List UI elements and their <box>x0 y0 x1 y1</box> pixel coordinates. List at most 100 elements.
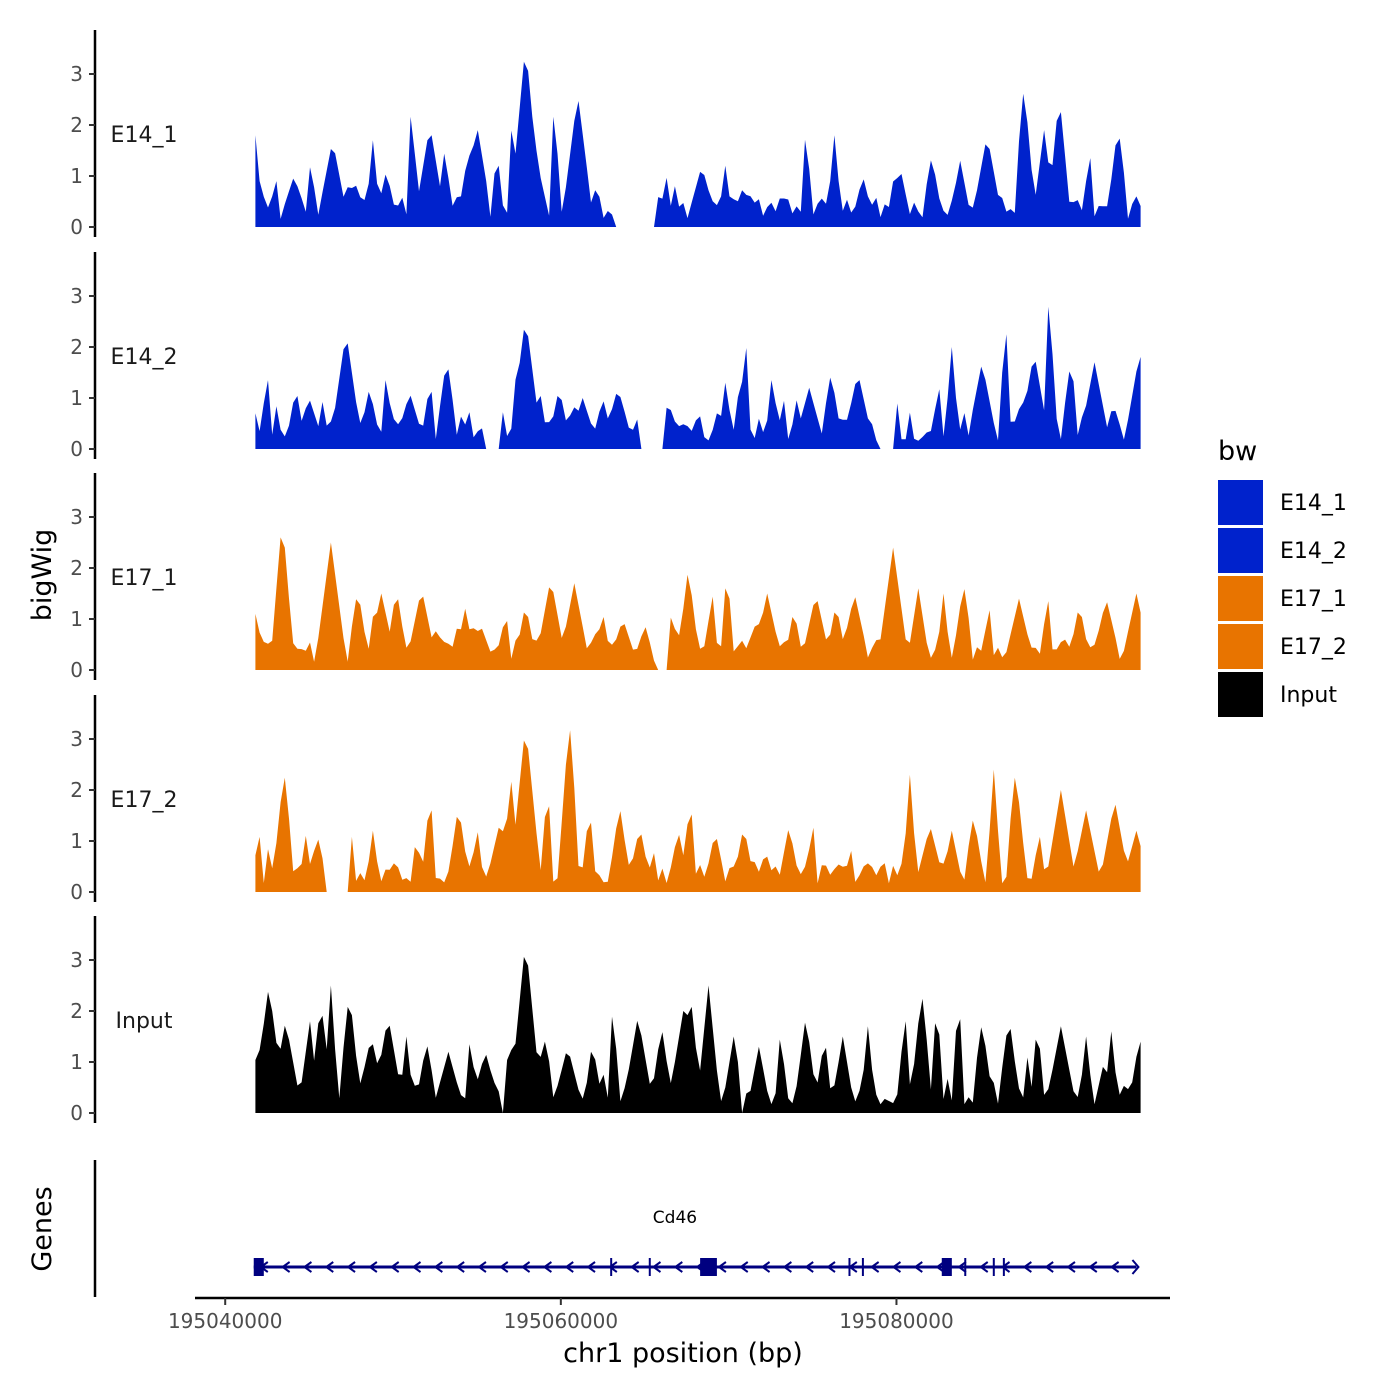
y-tick-label: 0 <box>70 437 83 461</box>
strand-arrow <box>957 1261 967 1273</box>
legend-swatch <box>1218 480 1263 525</box>
strand-arrow <box>608 1261 618 1273</box>
genes-track-label: Genes <box>27 1186 58 1271</box>
strand-arrow <box>455 1261 465 1273</box>
gene-track: Genes Cd46 <box>27 1160 1140 1297</box>
y-tick-label: 3 <box>70 948 83 972</box>
y-axis-title: bigWig <box>27 529 58 622</box>
y-tick-label: 3 <box>70 62 83 86</box>
y-tick-label: 2 <box>70 999 83 1023</box>
strand-arrow <box>804 1261 814 1273</box>
legend-swatch <box>1218 576 1263 621</box>
signal-area-E14_2 <box>255 306 1141 449</box>
gene-end-marker <box>1131 1259 1140 1275</box>
y-tick-label: 1 <box>70 1050 83 1074</box>
y-tick-label: 0 <box>70 880 83 904</box>
strand-arrow <box>368 1261 378 1273</box>
strand-arrow <box>1022 1261 1032 1273</box>
x-ticks: 195040000 195060000 195080000 <box>168 1298 954 1333</box>
x-axis: 195040000 195060000 195080000 chr1 positio… <box>168 1296 1170 1369</box>
track-E14_2: 0 1 2 3 E14_2 <box>70 252 1141 461</box>
strand-arrow <box>826 1261 836 1273</box>
gene-model <box>253 1258 1140 1276</box>
y-tick-label: 1 <box>70 386 83 410</box>
strand-arrow <box>629 1261 640 1273</box>
y-tick-label: 3 <box>70 505 83 529</box>
exon-block <box>253 1258 264 1276</box>
strand-arrow <box>1088 1261 1098 1273</box>
track-label-E14_2: E14_2 <box>111 345 178 370</box>
strand-arrow <box>1066 1261 1076 1273</box>
legend-label: E17_2 <box>1280 635 1347 660</box>
strand-arrow <box>542 1261 552 1273</box>
legend-item-E17_2: E17_2 <box>1218 624 1347 669</box>
track-Input: 0 1 2 3 Input <box>70 916 1141 1125</box>
x-axis-title: chr1 position (bp) <box>563 1338 803 1369</box>
strand-arrow <box>739 1261 749 1273</box>
legend: bw E14_1 E14_2 E17_1 E17_2 Input <box>1218 436 1347 717</box>
y-tick-label: 0 <box>70 215 83 239</box>
y-tick-label: 0 <box>70 1101 83 1125</box>
legend-item-E14_2: E14_2 <box>1218 528 1347 573</box>
x-tick-label: 195040000 <box>168 1309 283 1333</box>
signal-tracks: 0 1 2 3 E14_1 0 1 2 3 E14_2 0 1 2 3 E17_1 0 1 2 3 E17_2 0 1 2 3… <box>70 30 1141 1125</box>
legend-label: E14_1 <box>1280 491 1347 516</box>
strand-arrow <box>389 1261 400 1273</box>
y-tick-label: 2 <box>70 113 83 137</box>
strand-arrow <box>477 1261 487 1273</box>
strand-arrow <box>586 1261 596 1273</box>
legend-swatch <box>1218 624 1263 669</box>
strand-arrow <box>1109 1261 1120 1273</box>
strand-arrow <box>891 1261 902 1273</box>
y-tick-label: 3 <box>70 727 83 751</box>
signal-area-Input <box>255 956 1141 1113</box>
signal-area-E17_2 <box>255 730 1141 892</box>
legend-item-E17_1: E17_1 <box>1218 576 1347 621</box>
legend-label: E14_2 <box>1280 539 1347 564</box>
strand-arrow <box>913 1261 923 1273</box>
strand-arrow <box>302 1261 313 1273</box>
legend-swatch <box>1218 672 1263 717</box>
strand-arrow <box>1000 1261 1011 1273</box>
track-label-E17_1: E17_1 <box>111 566 178 591</box>
strand-arrow <box>979 1261 989 1273</box>
legend-item-Input: Input <box>1218 672 1337 717</box>
signal-area-E14_1 <box>255 61 1141 227</box>
strand-arrow <box>280 1261 291 1273</box>
y-tick-label: 1 <box>70 829 83 853</box>
legend-title: bw <box>1218 436 1257 467</box>
strand-arrow <box>564 1261 574 1273</box>
track-E17_1: 0 1 2 3 E17_1 <box>70 473 1141 682</box>
strand-arrow <box>782 1261 792 1273</box>
signal-area-E17_1 <box>255 537 1141 670</box>
strand-arrow <box>717 1261 727 1273</box>
strand-arrow <box>760 1261 771 1273</box>
track-label-E14_1: E14_1 <box>111 123 178 148</box>
strand-arrow <box>673 1261 683 1273</box>
exon-block <box>941 1258 952 1276</box>
y-tick-label: 2 <box>70 778 83 802</box>
y-tick-label: 0 <box>70 658 83 682</box>
track-label-E17_2: E17_2 <box>111 788 178 813</box>
strand-arrow <box>411 1261 422 1273</box>
y-tick-label: 1 <box>70 607 83 631</box>
y-tick-label: 3 <box>70 284 83 308</box>
track-E14_1: 0 1 2 3 E14_1 <box>70 30 1141 239</box>
legend-items: E14_1 E14_2 E17_1 E17_2 Input <box>1218 480 1347 717</box>
legend-item-E14_1: E14_1 <box>1218 480 1347 525</box>
y-tick-label: 1 <box>70 164 83 188</box>
y-tick-label: 2 <box>70 556 83 580</box>
legend-label: E17_1 <box>1280 587 1347 612</box>
legend-swatch <box>1218 528 1263 573</box>
strand-arrow <box>869 1261 880 1273</box>
strand-arrow <box>499 1261 509 1273</box>
strand-arrow <box>520 1261 531 1273</box>
gene-name-label: Cd46 <box>653 1208 697 1228</box>
y-tick-label: 2 <box>70 335 83 359</box>
exon-block <box>700 1258 717 1276</box>
strand-arrow <box>346 1261 356 1273</box>
track-E17_2: 0 1 2 3 E17_2 <box>70 695 1141 904</box>
track-label-Input: Input <box>116 1009 173 1034</box>
